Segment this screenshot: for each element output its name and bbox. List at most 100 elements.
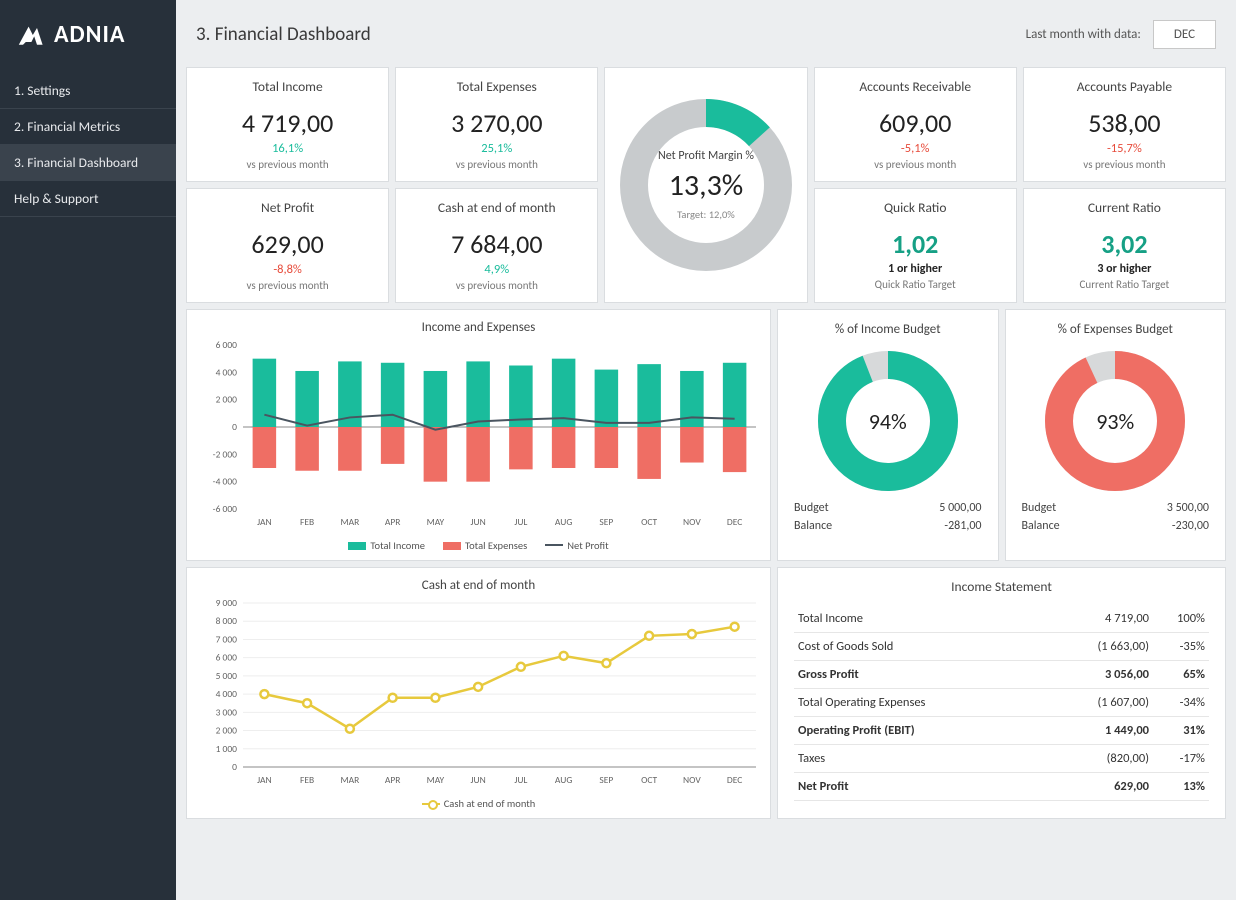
nav-item-help[interactable]: Help & Support: [0, 181, 176, 217]
svg-text:-6 000: -6 000: [213, 503, 238, 515]
kpi-value: 3,02: [1101, 228, 1147, 260]
brand-name: ADNIA: [54, 20, 125, 49]
kpi-delta: -5,1%: [901, 141, 930, 156]
income-statement-title: Income Statement: [794, 578, 1209, 595]
kpi-current-ratio: Current Ratio 3,02 3 or higher Current R…: [1023, 188, 1226, 303]
legend-net-profit: Net Profit: [567, 539, 608, 552]
svg-text:9 000: 9 000: [216, 599, 238, 609]
income-expenses-chart: Income and Expenses -6 000-4 000-2 00002…: [186, 309, 771, 561]
nav-item-dashboard[interactable]: 3. Financial Dashboard: [0, 145, 176, 181]
kpi-title: Quick Ratio: [884, 199, 946, 216]
kpi-title: Net Profit: [261, 199, 314, 216]
kpi-note: 3 or higher: [1097, 262, 1151, 276]
chart-legend: Total Income Total Expenses Net Profit: [195, 539, 762, 552]
chart-title: % of Expenses Budget: [1058, 322, 1173, 337]
gauge-label: Net Profit Margin %: [658, 149, 754, 163]
kpi-title: Accounts Receivable: [859, 78, 971, 95]
svg-text:MAR: MAR: [340, 774, 360, 786]
donut-percent: 94%: [818, 351, 958, 491]
kpi-value: 609,00: [879, 107, 951, 139]
svg-text:JUL: JUL: [514, 516, 527, 528]
legend-total-expenses: Total Expenses: [465, 539, 527, 552]
svg-text:0: 0: [232, 421, 237, 433]
chart-title: Cash at end of month: [195, 578, 762, 593]
kpi-title: Accounts Payable: [1077, 78, 1172, 95]
svg-text:NOV: NOV: [683, 516, 701, 528]
kpi-total-expenses: Total Expenses 3 270,00 25,1% vs previou…: [395, 67, 598, 182]
kpi-value: 629,00: [251, 228, 323, 260]
svg-text:MAY: MAY: [427, 516, 445, 528]
income-statement-row: Gross Profit3 056,0065%: [794, 661, 1209, 689]
svg-text:-2 000: -2 000: [213, 448, 238, 460]
svg-text:AUG: AUG: [555, 516, 572, 528]
svg-text:JAN: JAN: [257, 516, 272, 528]
budget-label: Budget: [794, 501, 829, 515]
balance-value: -230,00: [1172, 519, 1209, 533]
income-statement-row: Operating Profit (EBIT)1 449,0031%: [794, 717, 1209, 745]
kpi-title: Current Ratio: [1088, 199, 1161, 216]
svg-text:JAN: JAN: [257, 774, 272, 786]
svg-text:AUG: AUG: [555, 774, 572, 786]
svg-text:OCT: OCT: [641, 774, 657, 786]
kpi-accounts-receivable: Accounts Receivable 609,00 -5,1% vs prev…: [814, 67, 1017, 182]
kpi-title: Total Expenses: [457, 78, 537, 95]
donut-percent: 93%: [1045, 351, 1185, 491]
kpi-delta: 4,9%: [484, 262, 509, 277]
kpi-sub: vs previous month: [246, 279, 328, 292]
income-statement-row: Net Profit629,0013%: [794, 773, 1209, 801]
svg-text:JUN: JUN: [470, 516, 485, 528]
svg-text:FEB: FEB: [300, 774, 314, 786]
expense-budget-donut: % of Expenses Budget 93% Budget3 500,00 …: [1005, 309, 1227, 561]
income-statement-row: Total Income4 719,00100%: [794, 605, 1209, 633]
donut-footer: Budget3 500,00 Balance-230,00: [1016, 499, 1216, 535]
kpi-sub: vs previous month: [1083, 158, 1165, 171]
cash-eom-svg: 01 0002 0003 0004 0005 0006 0007 0008 00…: [195, 599, 764, 789]
cash-eom-chart: Cash at end of month 01 0002 0003 0004 0…: [186, 567, 771, 819]
svg-text:5 000: 5 000: [216, 670, 238, 682]
svg-text:2 000: 2 000: [216, 725, 238, 737]
budget-label: Budget: [1022, 501, 1057, 515]
kpi-title: Total Income: [253, 78, 323, 95]
svg-text:MAR: MAR: [340, 516, 360, 528]
income-statement: Income Statement Total Income4 719,00100…: [777, 567, 1226, 819]
kpi-value: 7 684,00: [451, 228, 542, 260]
nav-item-settings[interactable]: 1. Settings: [0, 73, 176, 109]
main: 3. Financial Dashboard Last month with d…: [176, 0, 1236, 900]
svg-text:SEP: SEP: [599, 774, 613, 786]
svg-text:1 000: 1 000: [216, 743, 238, 755]
chart-legend: Cash at end of month: [195, 797, 762, 810]
kpi-total-income: Total Income 4 719,00 16,1% vs previous …: [186, 67, 389, 182]
nav-item-metrics[interactable]: 2. Financial Metrics: [0, 109, 176, 145]
kpi-net-profit: Net Profit 629,00 -8,8% vs previous mont…: [186, 188, 389, 303]
kpi-net-profit-margin-gauge: Net Profit Margin % 13,3% Target: 12,0%: [604, 67, 807, 303]
income-statement-row: Total Operating Expenses(1 607,00)-34%: [794, 689, 1209, 717]
svg-text:NOV: NOV: [683, 774, 701, 786]
svg-text:3 000: 3 000: [216, 706, 238, 718]
kpi-delta: 25,1%: [481, 141, 512, 156]
kpi-sub: Quick Ratio Target: [875, 278, 956, 291]
kpi-cash-eom: Cash at end of month 7 684,00 4,9% vs pr…: [395, 188, 598, 303]
chart-title: Income and Expenses: [195, 320, 762, 335]
svg-text:7 000: 7 000: [216, 633, 238, 645]
page-title: 3. Financial Dashboard: [196, 23, 371, 46]
header: 3. Financial Dashboard Last month with d…: [186, 0, 1226, 67]
svg-text:-4 000: -4 000: [213, 476, 238, 488]
kpi-sub: Current Ratio Target: [1080, 278, 1170, 291]
gauge-value: 13,3%: [669, 167, 744, 204]
svg-text:SEP: SEP: [599, 516, 613, 528]
svg-text:JUN: JUN: [470, 774, 485, 786]
svg-text:APR: APR: [385, 516, 401, 528]
balance-value: -281,00: [944, 519, 981, 533]
svg-text:DEC: DEC: [727, 516, 742, 528]
brand-logo: ADNIA: [0, 0, 176, 73]
svg-text:APR: APR: [385, 774, 401, 786]
svg-text:4 000: 4 000: [216, 688, 238, 700]
income-statement-row: Cost of Goods Sold(1 663,00)-35%: [794, 633, 1209, 661]
chart-title: % of Income Budget: [835, 322, 941, 337]
month-selector-value[interactable]: DEC: [1153, 20, 1216, 49]
kpi-accounts-payable: Accounts Payable 538,00 -15,7% vs previo…: [1023, 67, 1226, 182]
income-budget-donut: % of Income Budget 94% Budget5 000,00 Ba…: [777, 309, 999, 561]
month-selector: Last month with data: DEC: [1026, 20, 1216, 49]
legend-total-income: Total Income: [370, 539, 425, 552]
kpi-sub: vs previous month: [874, 158, 956, 171]
